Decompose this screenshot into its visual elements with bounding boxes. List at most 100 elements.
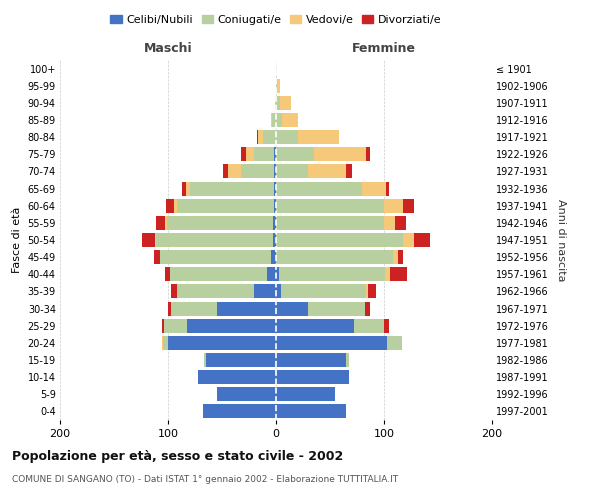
Text: COMUNE DI SANGANO (TO) - Dati ISTAT 1° gennaio 2002 - Elaborazione TUTTITALIA.IT: COMUNE DI SANGANO (TO) - Dati ISTAT 1° g… (12, 475, 398, 484)
Bar (175, 198, 176, 212)
Bar (276, 113, 283, 127)
Bar (279, 268, 385, 281)
Bar (298, 130, 338, 144)
Bar (176, 198, 274, 212)
Bar (274, 148, 276, 162)
Bar (395, 216, 406, 230)
Bar (274, 164, 276, 178)
Bar (276, 268, 279, 281)
Bar (198, 370, 276, 384)
Bar (263, 130, 276, 144)
Bar (276, 148, 314, 162)
Bar (171, 284, 176, 298)
Bar (163, 336, 168, 350)
Bar (276, 404, 346, 418)
Bar (403, 233, 414, 247)
Bar (176, 284, 254, 298)
Text: Maschi: Maschi (143, 42, 193, 55)
Bar (187, 182, 190, 196)
Bar (398, 250, 403, 264)
Bar (387, 336, 403, 350)
Bar (283, 113, 298, 127)
Bar (271, 250, 276, 264)
Bar (276, 78, 277, 92)
Bar (276, 233, 403, 247)
Bar (277, 78, 280, 92)
Bar (276, 198, 384, 212)
Bar (276, 250, 392, 264)
Bar (391, 268, 407, 281)
Bar (386, 182, 389, 196)
Bar (190, 182, 274, 196)
Bar (206, 353, 276, 367)
Bar (254, 284, 276, 298)
Bar (217, 388, 276, 402)
Bar (403, 198, 414, 212)
Bar (271, 113, 272, 127)
Bar (272, 113, 276, 127)
Bar (385, 268, 391, 281)
Y-axis label: Anni di nascita: Anni di nascita (556, 198, 566, 281)
Bar (165, 268, 170, 281)
Bar (246, 148, 254, 162)
Bar (142, 233, 155, 247)
Bar (276, 96, 280, 110)
Bar (241, 164, 274, 178)
Bar (154, 250, 160, 264)
Bar (276, 302, 308, 316)
Bar (414, 233, 430, 247)
Bar (276, 182, 362, 196)
Bar (241, 148, 246, 162)
Bar (276, 164, 308, 178)
Bar (274, 182, 276, 196)
Bar (308, 302, 365, 316)
Bar (346, 353, 349, 367)
Bar (161, 318, 164, 332)
Bar (156, 233, 273, 247)
Bar (276, 353, 346, 367)
Bar (365, 302, 370, 316)
Bar (257, 130, 263, 144)
Bar (384, 216, 395, 230)
Bar (280, 96, 291, 110)
Bar (167, 216, 273, 230)
Y-axis label: Fasce di età: Fasce di età (12, 207, 22, 273)
Bar (276, 318, 354, 332)
Bar (170, 268, 268, 281)
Bar (314, 148, 365, 162)
Bar (276, 284, 281, 298)
Bar (165, 216, 167, 230)
Bar (273, 233, 276, 247)
Bar (229, 164, 241, 178)
Bar (365, 284, 368, 298)
Legend: Celibi/Nubili, Coniugati/e, Vedovi/e, Divorziati/e: Celibi/Nubili, Coniugati/e, Vedovi/e, Di… (106, 10, 446, 29)
Bar (273, 216, 276, 230)
Bar (365, 148, 370, 162)
Bar (164, 318, 187, 332)
Bar (274, 198, 276, 212)
Text: Popolazione per età, sesso e stato civile - 2002: Popolazione per età, sesso e stato civil… (12, 450, 343, 463)
Bar (368, 284, 376, 298)
Bar (354, 318, 384, 332)
Bar (203, 353, 206, 367)
Bar (156, 216, 165, 230)
Text: Femmine: Femmine (352, 42, 416, 55)
Bar (168, 336, 276, 350)
Bar (182, 182, 187, 196)
Bar (384, 198, 403, 212)
Bar (254, 148, 274, 162)
Bar (276, 216, 384, 230)
Bar (203, 404, 276, 418)
Bar (168, 302, 171, 316)
Bar (275, 96, 276, 110)
Bar (346, 164, 352, 178)
Bar (276, 370, 349, 384)
Bar (362, 182, 386, 196)
Bar (392, 250, 398, 264)
Bar (217, 302, 276, 316)
Bar (276, 336, 387, 350)
Bar (171, 302, 217, 316)
Bar (166, 198, 175, 212)
Bar (276, 388, 335, 402)
Bar (160, 250, 271, 264)
